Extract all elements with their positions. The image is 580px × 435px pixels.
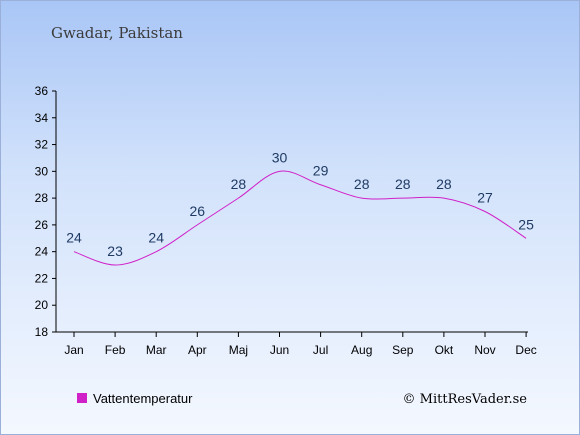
- data-label: 25: [518, 216, 534, 232]
- data-label: 27: [477, 190, 493, 206]
- x-tick-label: Sep: [392, 343, 414, 357]
- y-tick-label: 36: [35, 84, 49, 98]
- x-ticks: Jan Feb Mar Apr Maj Jun Jul Aug Sep Okt Nov Dec: [64, 332, 537, 357]
- data-label: 29: [313, 163, 329, 179]
- y-tick-label: 28: [35, 191, 49, 205]
- x-tick-label: Aug: [351, 343, 372, 357]
- chart-title: Gwadar, Pakistan: [51, 24, 183, 42]
- data-labels: 24 23 24 26 28 30 29 28 28 28 27 25: [66, 149, 534, 259]
- data-label: 28: [354, 176, 370, 192]
- data-label: 30: [272, 149, 288, 165]
- y-tick-label: 30: [35, 164, 49, 178]
- y-tick-label: 26: [35, 218, 49, 232]
- data-label: 28: [395, 176, 411, 192]
- y-tick-label: 32: [35, 138, 49, 152]
- x-tick-label: Nov: [474, 343, 495, 357]
- y-ticks: 18 20 22 24 26 28 30 32 34 36: [35, 84, 56, 339]
- y-tick-label: 34: [35, 111, 49, 125]
- data-label: 24: [148, 230, 164, 246]
- data-label: 23: [107, 243, 123, 259]
- y-tick-label: 22: [35, 271, 49, 285]
- series-line-vattentemperatur: [73, 170, 527, 266]
- y-tick-label: 20: [35, 298, 49, 312]
- legend-label: Vattentemperatur: [93, 391, 193, 406]
- data-label: 26: [190, 203, 206, 219]
- y-tick-label: 18: [35, 325, 49, 339]
- x-tick-label: Maj: [229, 343, 248, 357]
- x-tick-label: Jun: [270, 343, 289, 357]
- x-tick-label: Okt: [435, 343, 454, 357]
- credit-text: © MittResVader.se: [403, 392, 528, 407]
- x-tick-label: Jul: [313, 343, 328, 357]
- x-tick-label: Apr: [188, 343, 207, 357]
- x-tick-label: Jan: [64, 343, 83, 357]
- x-tick-label: Feb: [105, 343, 126, 357]
- data-label: 24: [66, 230, 82, 246]
- x-tick-label: Mar: [146, 343, 167, 357]
- x-tick-label: Dec: [515, 343, 536, 357]
- data-label: 28: [231, 176, 247, 192]
- y-tick-label: 24: [35, 245, 49, 259]
- legend-swatch: [77, 393, 87, 403]
- data-label: 28: [436, 176, 452, 192]
